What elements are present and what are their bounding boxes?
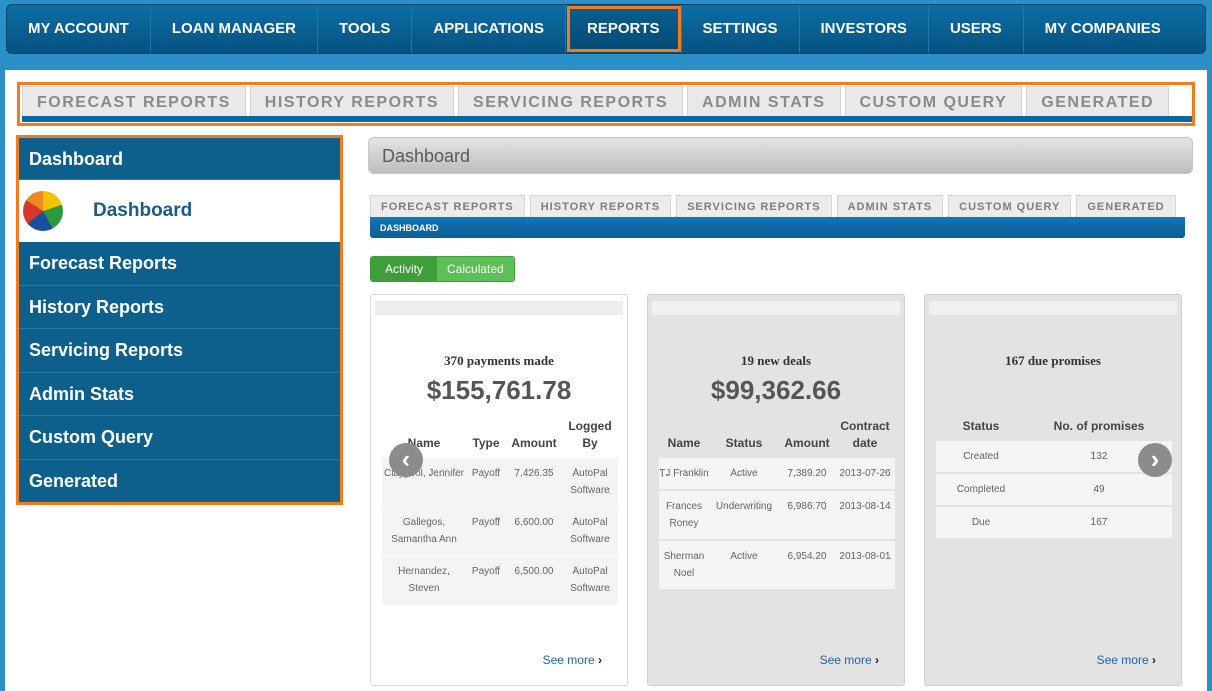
card-title: 167 due promises: [1005, 353, 1101, 368]
toggle-calculated[interactable]: Calculated: [437, 257, 514, 281]
inner-tabs: FORECAST REPORTS HISTORY REPORTS SERVICI…: [370, 195, 1185, 238]
deals-card: 19 new deals $99,362.66 Name Status Amou…: [647, 294, 905, 686]
promises-table: Status No. of promises Created 132 Compl…: [936, 418, 1172, 540]
payments-card: 370 payments made $155,761.78 Name Type …: [370, 294, 628, 686]
nav-tools[interactable]: TOOLS: [318, 5, 413, 53]
sidebar-item-label: Dashboard: [93, 200, 193, 221]
promises-card: 167 due promises Status No. of promises …: [924, 294, 1182, 686]
deals-table: Name Status Amount Contract date TJ Fran…: [659, 418, 895, 591]
tabs-underline: [22, 116, 1192, 122]
page-content: FORECAST REPORTS HISTORY REPORTS SERVICI…: [5, 70, 1207, 691]
page-title: Dashboard: [368, 137, 1193, 174]
table-row[interactable]: Sherman Noel Active 6,954.20 2013-08-01: [659, 541, 895, 591]
sidebar-item-servicing-reports[interactable]: Servicing Reports: [19, 329, 340, 373]
main-nav: MY ACCOUNT LOAN MANAGER TOOLS APPLICATIO…: [6, 4, 1206, 54]
tab-history-reports[interactable]: HISTORY REPORTS: [249, 86, 455, 118]
table-row[interactable]: Frances Roney Underwriting 6,986.70 2013…: [659, 491, 895, 541]
toggle-activity[interactable]: Activity: [371, 257, 438, 281]
table-row[interactable]: Created 132: [936, 441, 1172, 474]
view-toggle: Activity Calculated: [370, 256, 515, 282]
payments-table: Name Type Amount Logged By Claypool, Jen…: [382, 418, 618, 605]
inner-tab-dashboard[interactable]: DASHBOARD: [370, 217, 1185, 238]
inner-tab-custom-query[interactable]: CUSTOM QUERY: [948, 195, 1072, 217]
inner-tab-forecast-reports[interactable]: FORECAST REPORTS: [370, 195, 525, 217]
inner-tab-admin-stats[interactable]: ADMIN STATS: [836, 195, 944, 217]
see-more-link[interactable]: See more ›: [1096, 653, 1156, 667]
card-title: 19 new deals: [740, 353, 812, 368]
pie-chart-icon: [23, 191, 63, 231]
sidebar-header[interactable]: Dashboard: [19, 138, 340, 180]
table-row[interactable]: Hernandez, Steven Payoff 6,500.00 AutoPa…: [382, 556, 618, 605]
chevron-right-icon: ›: [1152, 653, 1156, 667]
nav-investors[interactable]: INVESTORS: [800, 5, 929, 53]
nav-loan-manager[interactable]: LOAN MANAGER: [151, 5, 319, 53]
card-amount: $99,362.66: [710, 375, 842, 405]
table-row[interactable]: TJ Franklin Active 7,389.20 2013-07-26: [659, 458, 895, 491]
nav-my-companies[interactable]: MY COMPANIES: [1044, 20, 1161, 37]
chevron-right-icon[interactable]: ›: [1138, 443, 1172, 477]
table-header: Name Status Amount Contract date: [667, 419, 890, 450]
main-panel: Dashboard FORECAST REPORTS HISTORY REPOR…: [368, 137, 1193, 686]
table-header: Status No. of promises: [962, 419, 1145, 433]
nav-applications[interactable]: APPLICATIONS: [412, 5, 566, 53]
table-row[interactable]: Gallegos, Samantha Ann Payoff 6,600.00 A…: [382, 507, 618, 556]
report-tabs: FORECAST REPORTS HISTORY REPORTS SERVICI…: [17, 82, 1195, 126]
chevron-left-icon[interactable]: ‹: [389, 443, 423, 477]
inner-tab-history-reports[interactable]: HISTORY REPORTS: [529, 195, 672, 217]
nav-reports[interactable]: REPORTS: [565, 5, 682, 53]
chevron-right-icon: ›: [875, 653, 879, 667]
see-more-link[interactable]: See more ›: [819, 653, 879, 667]
nav-my-account[interactable]: MY ACCOUNT: [7, 5, 151, 53]
card-title: 370 payments made: [444, 353, 554, 368]
tab-servicing-reports[interactable]: SERVICING REPORTS: [458, 86, 684, 118]
tab-forecast-reports[interactable]: FORECAST REPORTS: [22, 86, 246, 118]
sidebar-item-generated[interactable]: Generated: [29, 470, 119, 491]
sidebar: Dashboard Dashboard Forecast Reports His…: [16, 135, 343, 505]
sidebar-item-dashboard[interactable]: Dashboard: [19, 180, 340, 242]
inner-tab-generated[interactable]: GENERATED: [1076, 195, 1176, 217]
sidebar-item-forecast-reports[interactable]: Forecast Reports: [19, 242, 340, 286]
see-more-link[interactable]: See more ›: [542, 653, 602, 667]
table-row[interactable]: Completed 49: [936, 474, 1172, 507]
sidebar-item-custom-query[interactable]: Custom Query: [19, 416, 340, 460]
chevron-right-icon: ›: [598, 653, 602, 667]
sidebar-item-admin-stats[interactable]: Admin Stats: [19, 373, 340, 416]
nav-users[interactable]: USERS: [929, 5, 1024, 53]
sidebar-item-history-reports[interactable]: History Reports: [19, 286, 340, 329]
table-row[interactable]: Due 167: [936, 507, 1172, 540]
tab-admin-stats[interactable]: ADMIN STATS: [687, 86, 841, 118]
inner-tab-servicing-reports[interactable]: SERVICING REPORTS: [676, 195, 832, 217]
tab-custom-query[interactable]: CUSTOM QUERY: [844, 86, 1023, 118]
tab-generated[interactable]: GENERATED: [1026, 86, 1170, 118]
card-amount: $155,761.78: [426, 375, 572, 405]
nav-settings[interactable]: SETTINGS: [682, 5, 800, 53]
